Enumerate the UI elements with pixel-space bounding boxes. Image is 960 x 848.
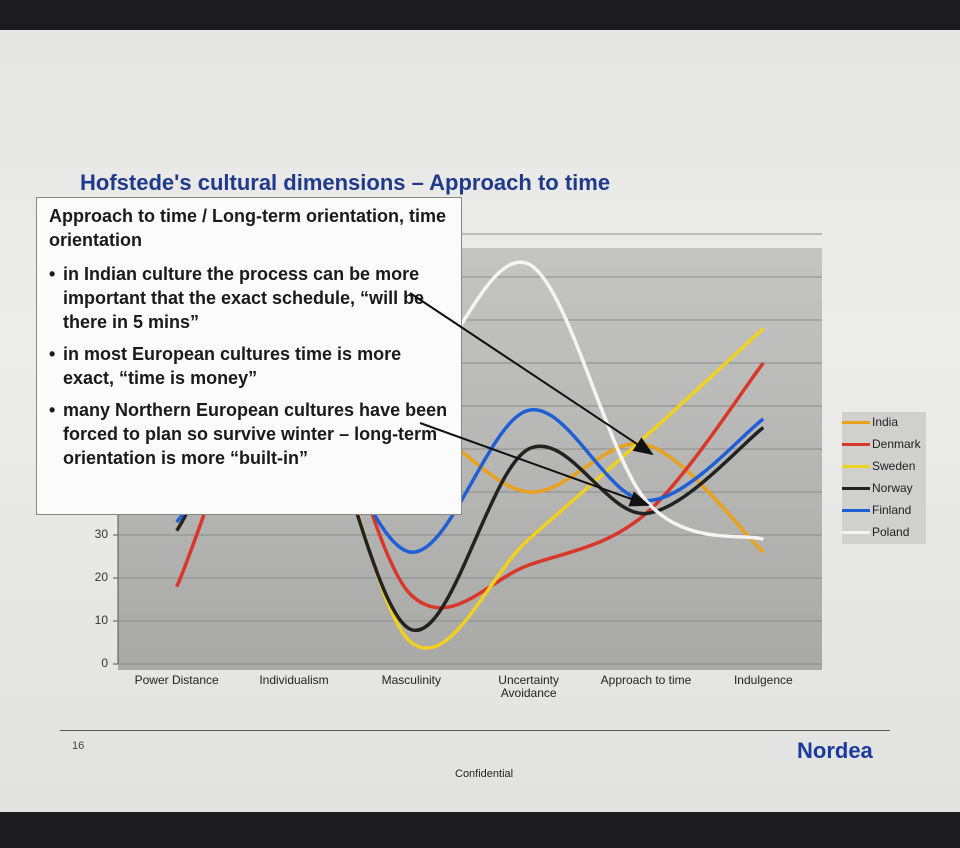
callout: Approach to time / Long-term orientation… xyxy=(36,197,462,515)
legend-entry: Sweden xyxy=(842,456,926,478)
legend-swatch xyxy=(842,443,870,446)
legend-entry: Poland xyxy=(842,522,926,544)
legend-label: Norway xyxy=(872,481,913,495)
x-tick-label: Masculinity xyxy=(381,673,441,687)
legend: India Denmark Sweden Norway Finland Poland xyxy=(842,412,926,544)
legend-entry: Finland xyxy=(842,500,926,522)
legend-entry: India xyxy=(842,412,926,434)
y-tick-label: 0 xyxy=(101,656,108,670)
y-tick-label: 30 xyxy=(94,527,108,541)
callout-heading: Approach to time / Long-term orientation… xyxy=(49,206,447,250)
legend-label: Poland xyxy=(872,525,910,539)
legend-label: Denmark xyxy=(872,437,921,451)
brand: Nordea xyxy=(797,738,873,763)
legend-entry: Denmark xyxy=(842,434,926,456)
legend-label: Finland xyxy=(872,503,912,517)
callout-bullet: in Indian culture the process can be mor… xyxy=(49,262,455,334)
legend-swatch xyxy=(842,487,870,490)
legend-label: Sweden xyxy=(872,459,916,473)
legend-swatch xyxy=(842,509,870,512)
footer-note: Confidential xyxy=(455,768,514,780)
x-tick-label: Power Distance xyxy=(134,673,219,687)
x-tick-label: Approach to time xyxy=(600,673,692,687)
page-number: 16 xyxy=(72,740,85,752)
legend-entry: Norway xyxy=(842,478,926,500)
y-tick-label: 20 xyxy=(94,570,108,584)
x-tick-label: Indulgence xyxy=(733,673,793,687)
legend-label: India xyxy=(872,415,899,429)
slide: Hofstede's cultural dimensions – Approac… xyxy=(0,30,960,812)
y-tick-label: 10 xyxy=(94,613,108,627)
callout-bullet: many Northern European cultures have bee… xyxy=(49,398,455,470)
legend-swatch xyxy=(842,465,870,468)
footer-rule xyxy=(60,730,890,731)
x-tick-label: Individualism xyxy=(259,673,329,687)
legend-swatch xyxy=(842,421,870,424)
slide-title: Hofstede's cultural dimensions – Approac… xyxy=(80,170,611,195)
x-tick-label: Uncertainty Avoidance xyxy=(498,673,559,700)
legend-swatch xyxy=(842,531,870,534)
callout-bullet: in most European cultures time is more e… xyxy=(49,342,455,390)
